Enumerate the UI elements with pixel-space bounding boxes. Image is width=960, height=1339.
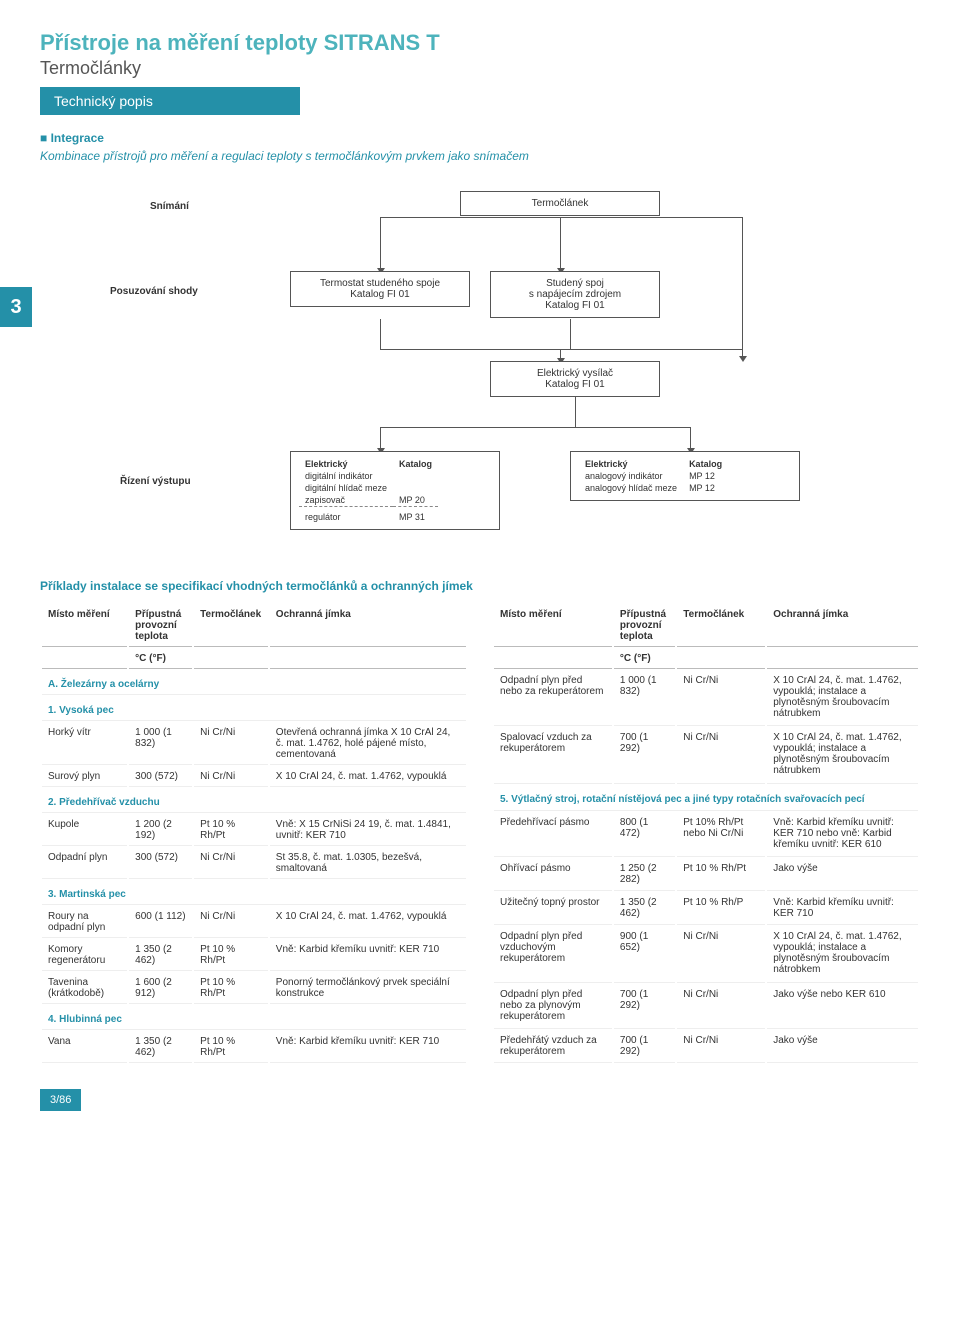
rb-r2-l: analogový hlídač meze xyxy=(579,482,683,494)
box-studeny-spoj: Studený spoj s napájecím zdrojem Katalog… xyxy=(490,271,660,318)
box-studeny-l3: Katalog FI 01 xyxy=(499,300,651,311)
table-row: Roury na odpadní plyn600 (1 112)Ni Cr/Ni… xyxy=(42,907,466,938)
table-row: Komory regenerátoru1 350 (2 462)Pt 10 % … xyxy=(42,940,466,971)
table-row: Odpadní plyn před vzduchovým rekuperátor… xyxy=(494,927,918,982)
page-footer: 3/86 xyxy=(40,1089,81,1111)
rb-h-r: Katalog xyxy=(683,458,728,470)
group-a: A. Železárny a ocelárny xyxy=(42,671,466,695)
rb-r1-r: MP 12 xyxy=(683,470,728,482)
lb-r1: digitální indikátor xyxy=(299,470,393,482)
subsection-head-text: Integrace xyxy=(51,131,104,145)
th-temp: Přípustnáprovozníteplota xyxy=(129,605,192,647)
tables-row: Místo měření Přípustnáprovozníteplota Te… xyxy=(40,603,920,1065)
table-left: Místo měření Přípustnáprovozníteplota Te… xyxy=(40,603,468,1065)
box-termostat-l2: Katalog FI 01 xyxy=(299,289,461,300)
th-jac: Ochranná jímka xyxy=(270,605,466,647)
table-row: Horký vítr1 000 (1 832)Ni Cr/NiOtevřená … xyxy=(42,723,466,765)
diagram-container: 3 Snímání Termočlánek Posuzování shody T… xyxy=(40,177,920,571)
th-temp-r: Přípustnáprovozníteplota xyxy=(614,605,675,647)
group-4: 4. Hlubinná pec xyxy=(42,1006,466,1030)
table-row: Odpadní plyn před nebo za rekuperátorem1… xyxy=(494,671,918,726)
group-3: 3. Martinská pec xyxy=(42,881,466,905)
box-termostat: Termostat studeného spoje Katalog FI 01 xyxy=(290,271,470,307)
lb-r3-l: zapisovač xyxy=(299,494,393,507)
th-loc-r: Místo měření xyxy=(494,605,612,647)
table-row: Kupole1 200 (2 192)Pt 10 % Rh/PtVně: X 1… xyxy=(42,815,466,846)
box-vysilac: Elektrický vysílač Katalog FI 01 xyxy=(490,361,660,397)
rb-h-l: Elektrický xyxy=(579,458,683,470)
block-diagram: Snímání Termočlánek Posuzování shody Ter… xyxy=(40,191,920,551)
th-loc: Místo měření xyxy=(42,605,127,647)
examples-title: Příklady instalace se specifikací vhodný… xyxy=(40,579,920,593)
table-row: Předehřívací pásmo800 (1 472)Pt 10% Rh/P… xyxy=(494,813,918,857)
th-unit: °C (°F) xyxy=(129,649,192,669)
lb-r4-r: MP 31 xyxy=(393,511,438,523)
th-jac-r: Ochranná jímka xyxy=(767,605,918,647)
th-tc-r: Termočlánek xyxy=(677,605,765,647)
table-row: Užitečný topný prostor1 350 (2 462)Pt 10… xyxy=(494,893,918,925)
group-5: 5. Výtlačný stroj, rotační nístějová pec… xyxy=(494,786,918,811)
box-termostat-l1: Termostat studeného spoje xyxy=(299,278,461,289)
rb-r1-l: analogový indikátor xyxy=(579,470,683,482)
table-right: Místo měření Přípustnáprovozníteplota Te… xyxy=(492,603,920,1065)
box-analog: ElektrickýKatalog analogový indikátorMP … xyxy=(570,451,800,501)
subsection-head: Integrace xyxy=(40,131,920,145)
group-1: 1. Vysoká pec xyxy=(42,697,466,721)
box-studeny-l1: Studený spoj xyxy=(499,278,651,289)
page-title: Přístroje na měření teploty SITRANS T xyxy=(40,30,920,56)
page-number-badge: 3 xyxy=(0,287,32,327)
lb-h-l: Elektrický xyxy=(299,458,393,470)
intro-text: Kombinace přístrojů pro měření a regulac… xyxy=(40,149,920,163)
th-tc: Termočlánek xyxy=(194,605,268,647)
table-row: Spalovací vzduch za rekuperátorem700 (1 … xyxy=(494,728,918,783)
table-row: Surový plyn300 (572)Ni Cr/NiX 10 CrAl 24… xyxy=(42,767,466,787)
th-unit-r: °C (°F) xyxy=(614,649,675,669)
table-row: Odpadní plyn před nebo za plynovým rekup… xyxy=(494,985,918,1029)
table-row: Tavenina (krátkodobě)1 600 (2 912)Pt 10 … xyxy=(42,973,466,1004)
label-rizeni: Řízení výstupu xyxy=(120,476,191,487)
group-2: 2. Předehřívač vzduchu xyxy=(42,789,466,813)
box-vysilac-l1: Elektrický vysílač xyxy=(499,368,651,379)
table-row: Odpadní plyn300 (572)Ni Cr/NiSt 35.8, č.… xyxy=(42,848,466,879)
lb-r4-l: regulátor xyxy=(299,511,393,523)
lb-r2: digitální hlídač meze xyxy=(299,482,393,494)
label-posuzovani: Posuzování shody xyxy=(110,286,198,297)
box-digital: ElektrickýKatalog digitální indikátor di… xyxy=(290,451,500,530)
label-snimani: Snímání xyxy=(150,201,189,212)
lb-r3-r: MP 20 xyxy=(393,494,438,507)
box-termoclanek: Termočlánek xyxy=(460,191,660,216)
section-band: Technický popis xyxy=(40,87,300,115)
lb-h-r: Katalog xyxy=(393,458,438,470)
table-row: Ohřívací pásmo1 250 (2 282)Pt 10 % Rh/Pt… xyxy=(494,859,918,891)
page-subtitle: Termočlánky xyxy=(40,58,920,79)
table-row: Předehřátý vzduch za rekuperátorem700 (1… xyxy=(494,1031,918,1063)
box-vysilac-l2: Katalog FI 01 xyxy=(499,379,651,390)
table-row: Vana1 350 (2 462)Pt 10 % Rh/PtVně: Karbi… xyxy=(42,1032,466,1063)
box-studeny-l2: s napájecím zdrojem xyxy=(499,289,651,300)
rb-r2-r: MP 12 xyxy=(683,482,728,494)
